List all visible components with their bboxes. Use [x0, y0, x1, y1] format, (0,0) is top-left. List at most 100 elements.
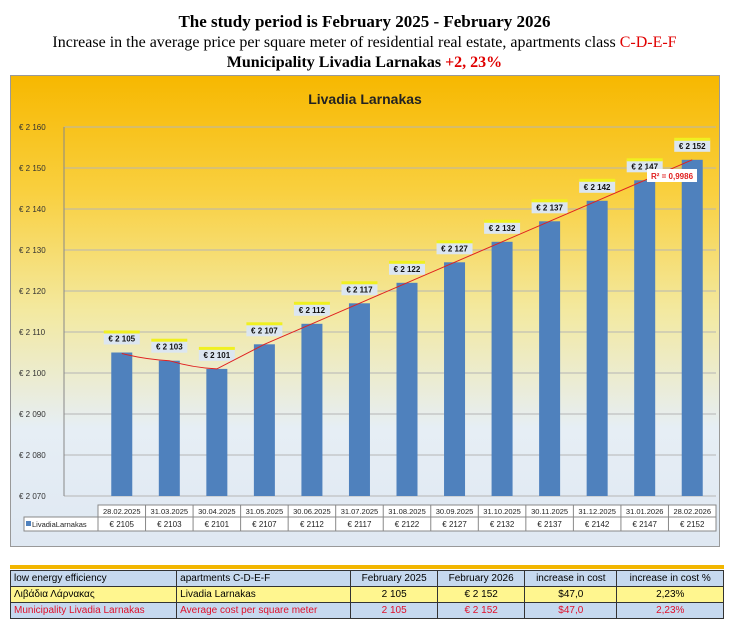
- data-label-highlight: [484, 219, 521, 223]
- data-label: € 2 105: [108, 335, 135, 344]
- data-label-highlight: [389, 260, 425, 264]
- category-label: 30.06.2025: [293, 507, 331, 516]
- y-tick-label: € 2 150: [19, 164, 46, 173]
- data-label: € 2 103: [156, 343, 183, 352]
- y-tick-label: € 2 070: [19, 492, 46, 501]
- bar: [206, 368, 228, 496]
- table-cell: February 2025: [350, 570, 439, 587]
- category-label: 31.08.2025: [388, 507, 426, 516]
- data-label-highlight: [674, 137, 711, 141]
- table-cell: apartments C-D-E-F: [176, 570, 352, 587]
- table-value: € 2112: [300, 520, 324, 529]
- table-cell: $47,0: [524, 586, 618, 603]
- data-label: € 2 152: [679, 142, 706, 151]
- y-tick-label: € 2 110: [19, 328, 46, 337]
- table-cell: low energy efficiency: [9, 570, 178, 587]
- category-label: 30.04.2025: [198, 507, 236, 516]
- bar: [111, 352, 133, 496]
- category-label: 31.07.2025: [341, 507, 379, 516]
- y-tick-label: € 2 100: [19, 369, 46, 378]
- data-label-highlight: [151, 338, 188, 342]
- bar: [539, 221, 561, 497]
- table-cell: 2 105: [350, 602, 439, 619]
- bar-chart: Livadia Larnakas € 2 070 € 2 080 € 2 090 € 2…: [19, 91, 717, 532]
- subtitle-text: Increase in the average price per square…: [52, 34, 620, 51]
- table-cell: increase in cost %: [616, 570, 724, 587]
- bar: [444, 262, 466, 496]
- table-value: € 2147: [632, 520, 657, 529]
- table-value: € 2137: [537, 520, 562, 529]
- data-label-highlight: [531, 199, 568, 203]
- data-label-bg: [579, 180, 616, 193]
- table-value: € 2122: [395, 520, 420, 529]
- table-cell: February 2026: [437, 570, 526, 587]
- table-value: € 2152: [680, 520, 705, 529]
- category-label: 31.12.2025: [578, 507, 616, 516]
- divider-bar: [10, 565, 724, 569]
- data-label-bg: [103, 332, 140, 345]
- data-label-bg: [246, 324, 283, 337]
- data-label-highlight: [198, 346, 235, 350]
- category-label: 31.05.2025: [246, 507, 284, 516]
- y-tick-label: € 2 120: [19, 287, 46, 296]
- table-value: € 2132: [490, 520, 515, 529]
- title-study-period: The study period is February 2025 - Febr…: [178, 12, 551, 31]
- data-label: € 2 107: [251, 326, 278, 335]
- table-value: € 2127: [442, 520, 467, 529]
- table-value: € 2117: [348, 520, 372, 529]
- category-label: 28.02.2025: [103, 507, 141, 516]
- data-label-bg: [198, 348, 235, 361]
- table-value: € 2103: [157, 520, 182, 529]
- y-tick-label: € 2 140: [19, 205, 46, 214]
- data-label: € 2 137: [536, 203, 563, 212]
- bar: [491, 241, 513, 496]
- table-value: € 2101: [205, 520, 230, 529]
- r2-label-bg: [647, 169, 697, 182]
- data-label: € 2 122: [394, 265, 421, 274]
- data-label-highlight: [626, 158, 663, 162]
- table-cell: € 2 152: [437, 586, 526, 603]
- table-cell: € 2 152: [437, 602, 526, 619]
- table-cell: 2 105: [350, 586, 439, 603]
- table-row: Municipality Livadia Larnakas Average cos…: [9, 602, 724, 619]
- chart-area: Livadia Larnakas € 2 070 € 2 080 € 2 090 € 2…: [10, 75, 720, 547]
- data-label: € 2 117: [346, 285, 373, 294]
- category-label: 30.11.2025: [531, 507, 568, 516]
- y-tick-label: € 2 080: [19, 451, 46, 460]
- data-label: € 2 142: [584, 183, 611, 192]
- bar: [586, 200, 608, 497]
- municipality-line: Municipality Livadia Larnakas +2, 23%: [0, 53, 729, 72]
- data-label-bg: [293, 303, 330, 316]
- data-label: € 2 147: [631, 162, 658, 171]
- subtitle-class: C-D-E-F: [619, 34, 677, 51]
- table-row: Λιβάδια Λάρνακας Livadia Larnakas 2 105 € 2…: [9, 586, 724, 603]
- y-tick-label: € 2 160: [19, 123, 46, 132]
- data-label-highlight: [246, 322, 283, 326]
- table-row: low energy efficiency apartments C-D-E-F F…: [9, 570, 724, 587]
- bar: [158, 360, 180, 496]
- table-cell: 2,23%: [616, 602, 724, 619]
- data-label-bg: [151, 340, 188, 353]
- table-cell: Livadia Larnakas: [176, 586, 352, 603]
- table-cell: 2,23%: [616, 586, 724, 603]
- category-label: 31.03.2025: [151, 507, 189, 516]
- data-label-bg: [484, 221, 521, 234]
- data-label-bg: [389, 262, 425, 275]
- bar: [253, 344, 275, 496]
- data-label: € 2 127: [441, 244, 468, 253]
- table-cell: Average cost per square meter: [176, 602, 352, 619]
- data-label: € 2 132: [489, 224, 516, 233]
- y-tick-label: € 2 090: [19, 410, 46, 419]
- data-label: € 2 101: [203, 351, 230, 360]
- data-label-highlight: [436, 240, 473, 244]
- data-label-highlight: [293, 301, 330, 305]
- table-cell: Λιβάδια Λάρνακας: [9, 586, 178, 603]
- data-label-bg: [436, 242, 473, 255]
- category-label: 31.10.2025: [483, 507, 521, 516]
- data-label-bg: [341, 283, 378, 296]
- table-value: € 2107: [252, 520, 277, 529]
- data-label-bg: [674, 139, 711, 152]
- summary-table: low energy efficiency apartments C-D-E-F F…: [9, 570, 724, 619]
- legend-swatch: [26, 521, 31, 526]
- legend-label: LivadiaLarnakas: [32, 520, 87, 529]
